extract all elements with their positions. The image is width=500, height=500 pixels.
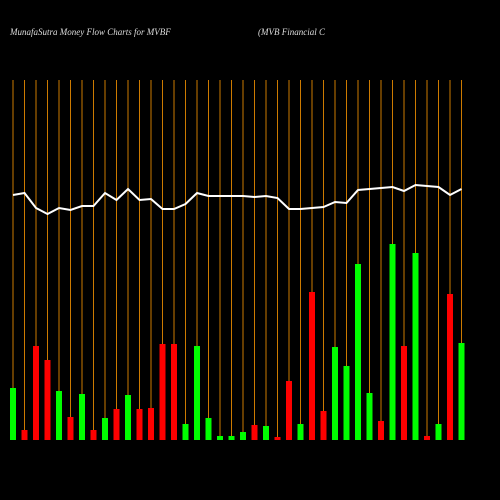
bar [148, 408, 154, 440]
bar [447, 294, 453, 440]
bar [79, 394, 85, 440]
bar [389, 244, 396, 440]
bar [171, 344, 177, 440]
bar [33, 346, 39, 440]
bar [251, 425, 258, 440]
bar [136, 409, 143, 440]
bar [125, 395, 131, 440]
bar [320, 411, 327, 440]
bar [297, 424, 304, 440]
bar [286, 381, 292, 440]
bar [366, 393, 373, 440]
money-flow-line [12, 183, 462, 216]
bar [182, 424, 189, 440]
bar [240, 432, 246, 440]
bar [159, 344, 166, 440]
bar [10, 388, 16, 440]
bar [44, 360, 51, 440]
bar [217, 436, 223, 440]
bar [67, 417, 74, 440]
bar [21, 430, 28, 440]
chart-title: MunafaSutra Money Flow Charts for MVBF [9, 27, 171, 37]
bar [343, 366, 350, 440]
bar [309, 292, 315, 440]
bar [355, 264, 361, 440]
bar [263, 426, 269, 440]
bar [205, 418, 212, 440]
bar [194, 346, 200, 440]
bar [435, 424, 442, 440]
bar [412, 253, 419, 440]
bar [274, 437, 281, 440]
bar [401, 346, 407, 440]
bar [228, 436, 235, 440]
bar [56, 391, 62, 440]
bar [458, 343, 465, 440]
bar [102, 418, 108, 440]
bar [424, 436, 430, 440]
bar [378, 421, 384, 440]
bar [113, 409, 120, 440]
bar [332, 347, 338, 440]
chart-subtitle: (MVB Financial C [258, 27, 326, 37]
bar [90, 430, 97, 440]
